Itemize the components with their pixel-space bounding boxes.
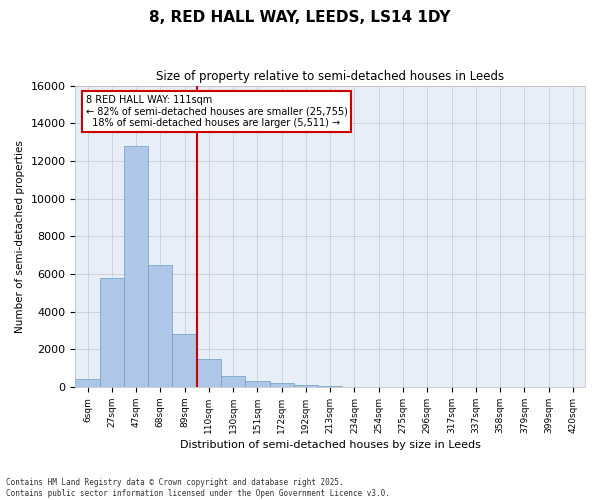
X-axis label: Distribution of semi-detached houses by size in Leeds: Distribution of semi-detached houses by … xyxy=(180,440,481,450)
Bar xyxy=(172,334,197,387)
Bar xyxy=(76,380,100,387)
Bar xyxy=(197,358,221,387)
Bar xyxy=(124,146,148,387)
Bar xyxy=(294,386,318,387)
Title: Size of property relative to semi-detached houses in Leeds: Size of property relative to semi-detach… xyxy=(156,70,504,83)
Y-axis label: Number of semi-detached properties: Number of semi-detached properties xyxy=(15,140,25,332)
Text: 8 RED HALL WAY: 111sqm
← 82% of semi-detached houses are smaller (25,755)
  18% : 8 RED HALL WAY: 111sqm ← 82% of semi-det… xyxy=(86,94,347,128)
Bar xyxy=(221,376,245,387)
Bar xyxy=(148,264,172,387)
Bar xyxy=(245,382,269,387)
Bar xyxy=(100,278,124,387)
Bar xyxy=(269,383,294,387)
Bar xyxy=(318,386,343,387)
Text: 8, RED HALL WAY, LEEDS, LS14 1DY: 8, RED HALL WAY, LEEDS, LS14 1DY xyxy=(149,10,451,25)
Text: Contains HM Land Registry data © Crown copyright and database right 2025.
Contai: Contains HM Land Registry data © Crown c… xyxy=(6,478,390,498)
